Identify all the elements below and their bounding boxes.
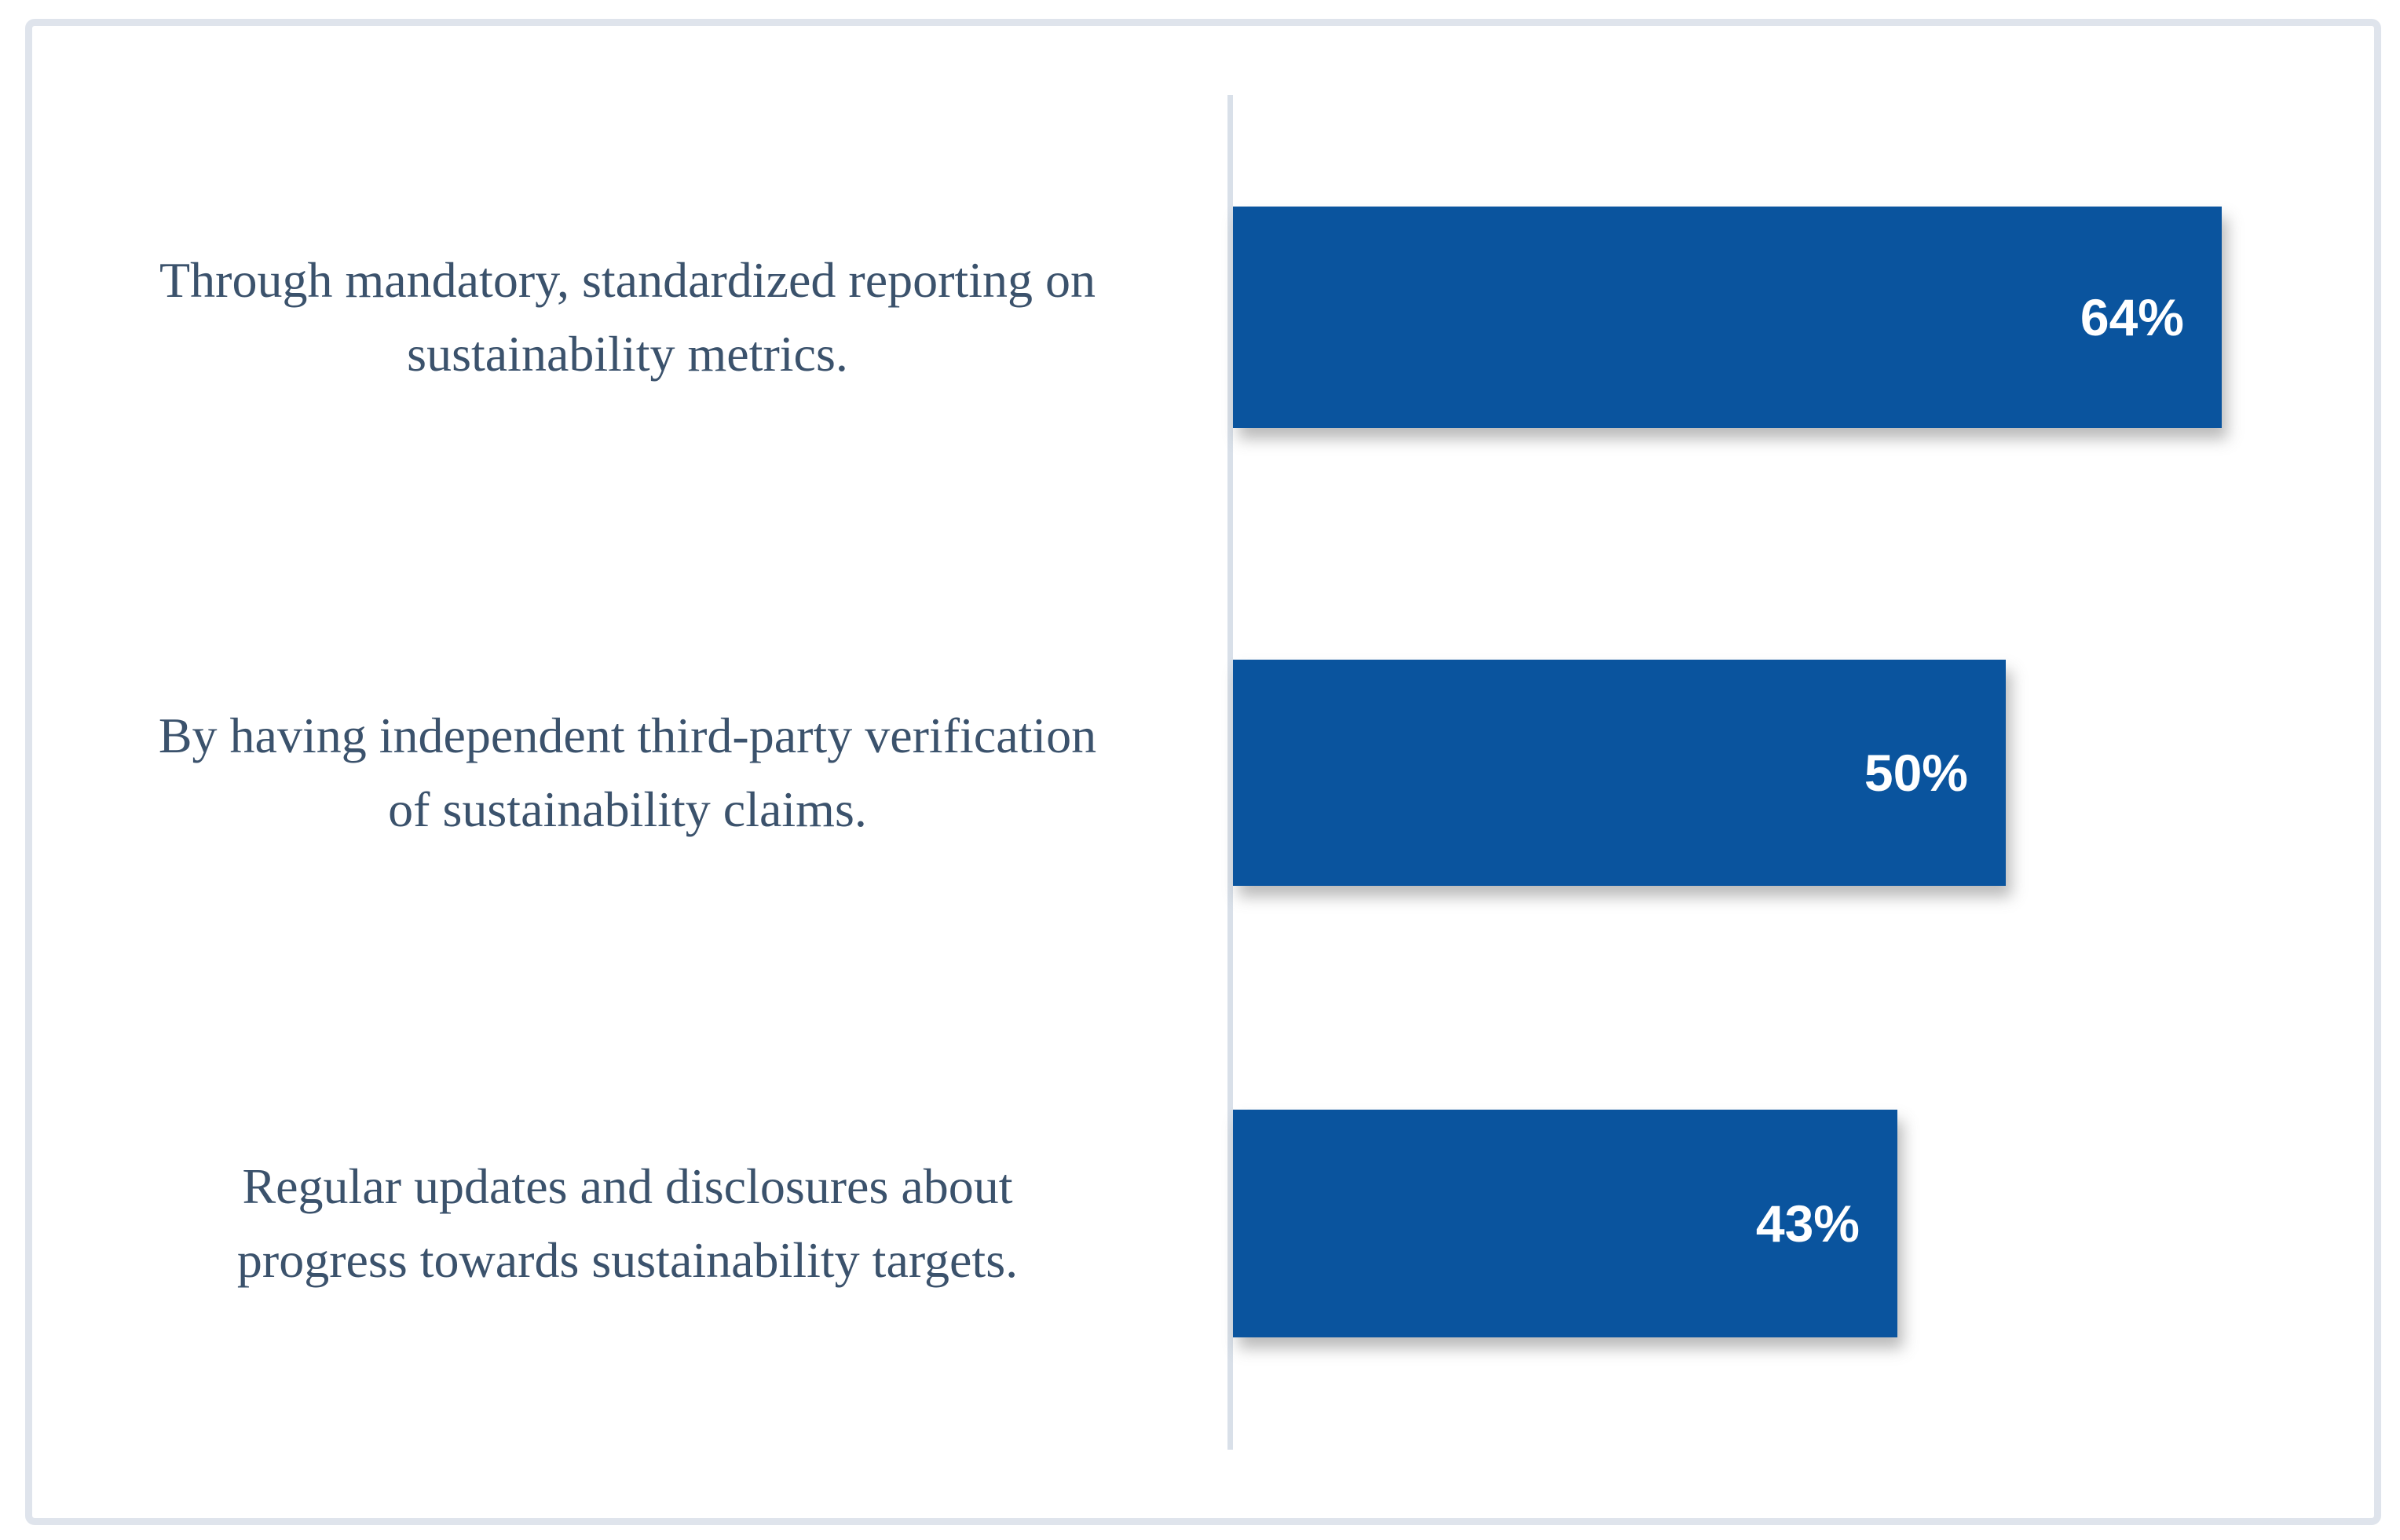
category-label-3: Regular updates and disclosures about pr… [54, 1110, 1201, 1337]
category-label-2-line-2: of sustainability claims. [388, 781, 867, 837]
bar-third-party-verification: 50% [1233, 660, 2006, 886]
chart-frame: Through mandatory, standardized reportin… [25, 19, 2381, 1525]
data-label-3: 43% [1755, 1194, 1860, 1253]
category-label-3-line-2: progress towards sustainability targets. [236, 1232, 1019, 1288]
data-label-1: 64% [2080, 288, 2184, 346]
category-label-1-line-1: Through mandatory, standardized reportin… [159, 252, 1096, 308]
category-label-1: Through mandatory, standardized reportin… [54, 207, 1201, 428]
bar-regular-updates: 43% [1233, 1110, 1897, 1337]
category-axis-line [1227, 95, 1233, 1450]
category-label-3-line-1: Regular updates and disclosures about [242, 1158, 1013, 1214]
category-label-1-line-2: sustainability metrics. [407, 326, 848, 382]
category-label-2-line-1: By having independent third-party verifi… [158, 708, 1097, 763]
category-label-2: By having independent third-party verifi… [54, 660, 1201, 886]
data-label-2: 50% [1864, 744, 1968, 802]
bar-mandatory-reporting: 64% [1233, 207, 2222, 428]
